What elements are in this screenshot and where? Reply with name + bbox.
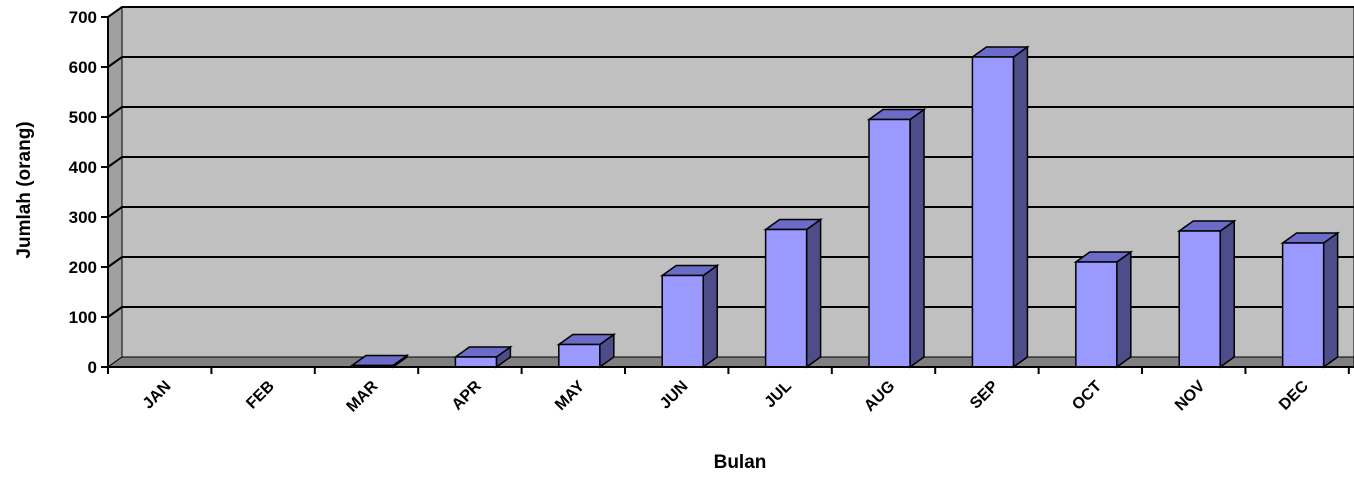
y-tick-label: 700 — [69, 8, 97, 27]
bar-front — [558, 343, 601, 368]
bar — [970, 45, 1030, 369]
x-tick-label: JUN — [657, 378, 692, 413]
bar — [453, 345, 513, 369]
x-tick-label: MAY — [552, 378, 588, 414]
gridline — [107, 156, 1354, 168]
y-tick-label: 500 — [69, 108, 97, 127]
x-tick-label: APR — [449, 377, 485, 413]
bar-side — [909, 108, 925, 369]
bar-front — [764, 228, 808, 368]
bar-front — [1178, 230, 1221, 368]
gridline — [107, 6, 1354, 18]
bar-side — [805, 218, 822, 369]
x-tick-label: JUL — [762, 378, 796, 412]
bar-front — [661, 274, 704, 368]
y-tick-label: 200 — [69, 258, 97, 277]
gridline — [107, 106, 1354, 118]
bar — [349, 354, 410, 369]
x-tick-label: OCT — [1069, 378, 1105, 414]
bar-front — [454, 356, 498, 368]
floor — [106, 356, 1354, 368]
y-axis-title: Jumlah (orang) — [14, 121, 35, 258]
bar-front — [1075, 261, 1118, 368]
x-tick-label: SEP — [967, 378, 1002, 413]
gridline — [107, 256, 1354, 268]
bar — [763, 218, 823, 369]
bar-front — [868, 118, 911, 368]
x-tick-label: FEB — [243, 378, 278, 413]
y-tick-label: 400 — [69, 158, 97, 177]
x-tick-label: AUG — [861, 378, 898, 415]
x-tick-label: NOV — [1172, 378, 1209, 415]
bar-front — [1281, 242, 1325, 368]
x-tick-label: MAR — [344, 377, 382, 415]
bar-side — [1322, 231, 1339, 369]
bar — [1073, 250, 1134, 369]
bar — [1176, 219, 1237, 369]
bar — [659, 264, 720, 369]
bar-side — [1116, 250, 1132, 369]
y-tick-label: 300 — [69, 208, 97, 227]
x-axis-title: Bulan — [714, 452, 767, 473]
bar — [1280, 231, 1340, 369]
bar-side — [1012, 45, 1029, 369]
y-tick-label: 100 — [69, 308, 97, 327]
y-tick-label: 600 — [69, 58, 97, 77]
bar-front — [971, 56, 1015, 368]
gridline — [107, 206, 1354, 218]
bar-side — [702, 264, 718, 369]
gridline — [107, 56, 1354, 68]
back-wall — [121, 6, 1354, 358]
x-tick-label: JAN — [140, 378, 175, 413]
bar-side — [1219, 219, 1235, 369]
bars — [349, 45, 1340, 369]
y-tick-label: 0 — [88, 358, 97, 377]
bar — [556, 333, 617, 369]
x-tick-label: DEC — [1276, 377, 1312, 413]
bar — [866, 108, 927, 369]
gridline — [107, 306, 1354, 318]
plot-area — [106, 6, 1354, 368]
